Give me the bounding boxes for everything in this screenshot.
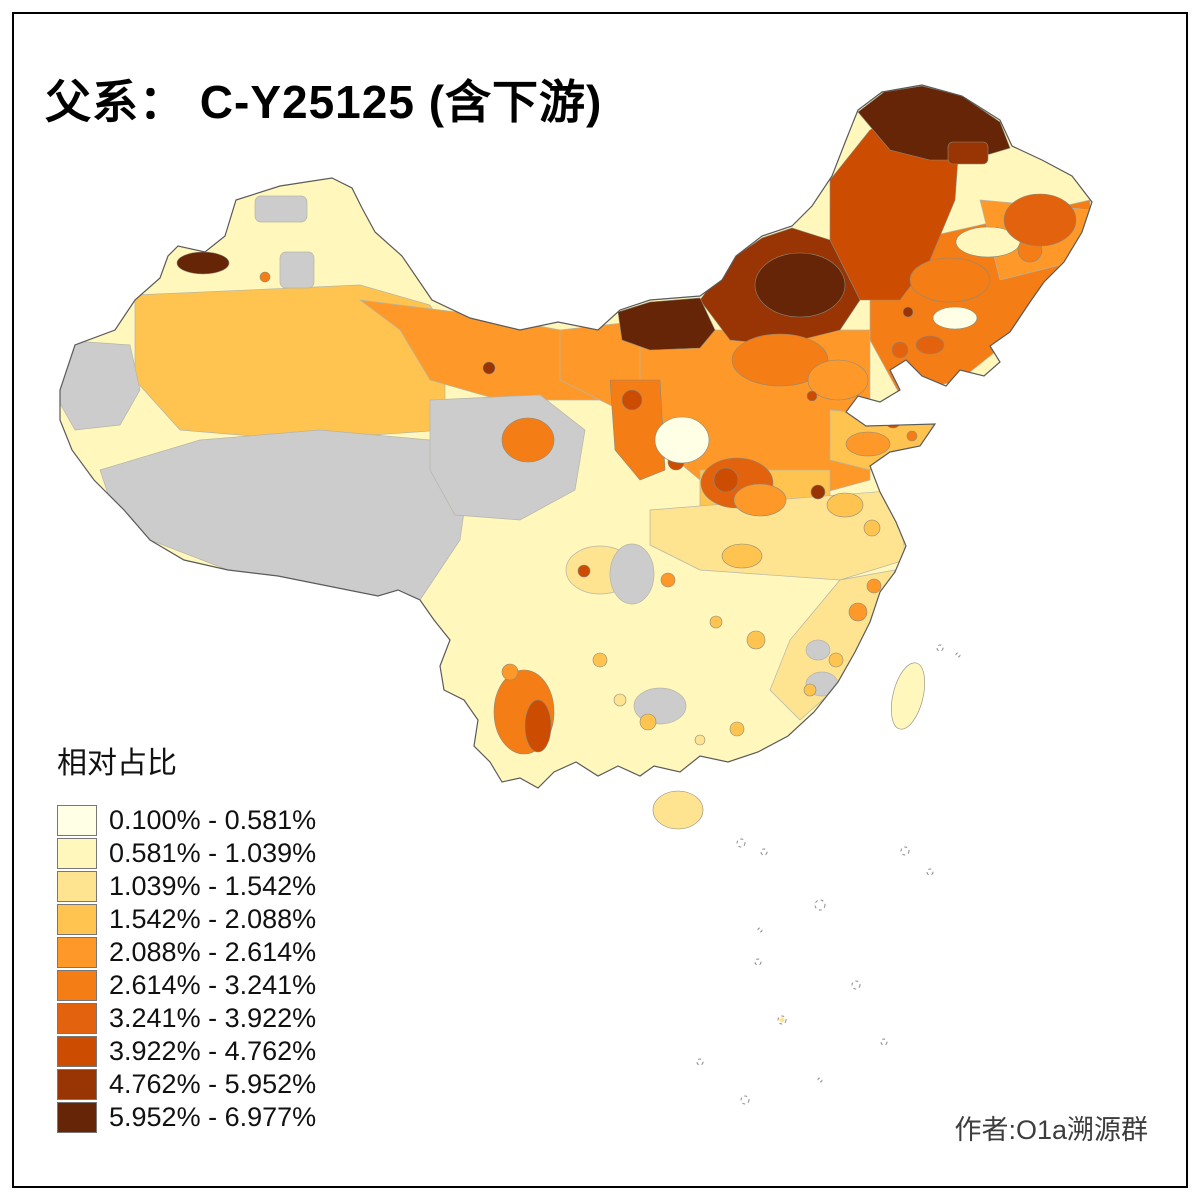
legend-entry: 0.100% - 0.581%	[57, 804, 316, 837]
legend-entry: 5.952% - 6.977%	[57, 1101, 316, 1134]
legend-swatch	[57, 1036, 97, 1067]
legend-swatch	[57, 838, 97, 869]
legend-swatch	[57, 1069, 97, 1100]
legend-label: 1.542% - 2.088%	[109, 904, 317, 934]
legend: 相对占比 0.100% - 0.581% 0.581% - 1.039% 1.039…	[57, 738, 316, 1134]
legend-swatch	[57, 1102, 97, 1133]
legend-entry: 2.088% - 2.614%	[57, 936, 316, 969]
legend-swatch	[57, 937, 97, 968]
legend-rows: 0.100% - 0.581% 0.581% - 1.039% 1.039% - 1…	[57, 804, 316, 1134]
legend-label: 3.922% - 4.762%	[109, 1036, 317, 1066]
author-credit: 作者:O1a溯源群	[954, 1115, 1148, 1145]
legend-swatch	[57, 1003, 97, 1034]
legend-label: 1.039% - 1.542%	[109, 871, 317, 901]
legend-swatch	[57, 805, 97, 836]
legend-entry: 1.039% - 1.542%	[57, 870, 316, 903]
taiwan-island	[890, 662, 926, 730]
legend-swatch	[57, 871, 97, 902]
legend-entry: 1.542% - 2.088%	[57, 903, 316, 936]
legend-label: 0.581% - 1.039%	[109, 838, 317, 868]
legend-label: 0.100% - 0.581%	[109, 805, 317, 835]
legend-entry: 2.614% - 3.241%	[57, 969, 316, 1002]
mainland-outline	[59, 84, 1093, 789]
legend-label: 3.241% - 3.922%	[109, 1003, 317, 1033]
legend-swatch	[57, 970, 97, 1001]
legend-entry: 0.581% - 1.039%	[57, 837, 316, 870]
legend-label: 4.762% - 5.952%	[109, 1069, 317, 1099]
legend-label: 2.088% - 2.614%	[109, 937, 317, 967]
map-title: 父系： C-Y25125 (含下游)	[45, 75, 603, 128]
sea-islands	[696, 644, 961, 1105]
no-data-regions	[60, 195, 839, 725]
region-blobs	[176, 85, 1077, 755]
legend-label: 2.614% - 3.241%	[109, 970, 317, 1000]
legend-title: 相对占比	[57, 747, 177, 780]
legend-swatch	[57, 904, 97, 935]
legend-entry: 4.762% - 5.952%	[57, 1068, 316, 1101]
legend-label: 5.952% - 6.977%	[109, 1102, 317, 1132]
legend-entry: 3.922% - 4.762%	[57, 1035, 316, 1068]
legend-entry: 3.241% - 3.922%	[57, 1002, 316, 1035]
hainan-island	[652, 790, 704, 830]
